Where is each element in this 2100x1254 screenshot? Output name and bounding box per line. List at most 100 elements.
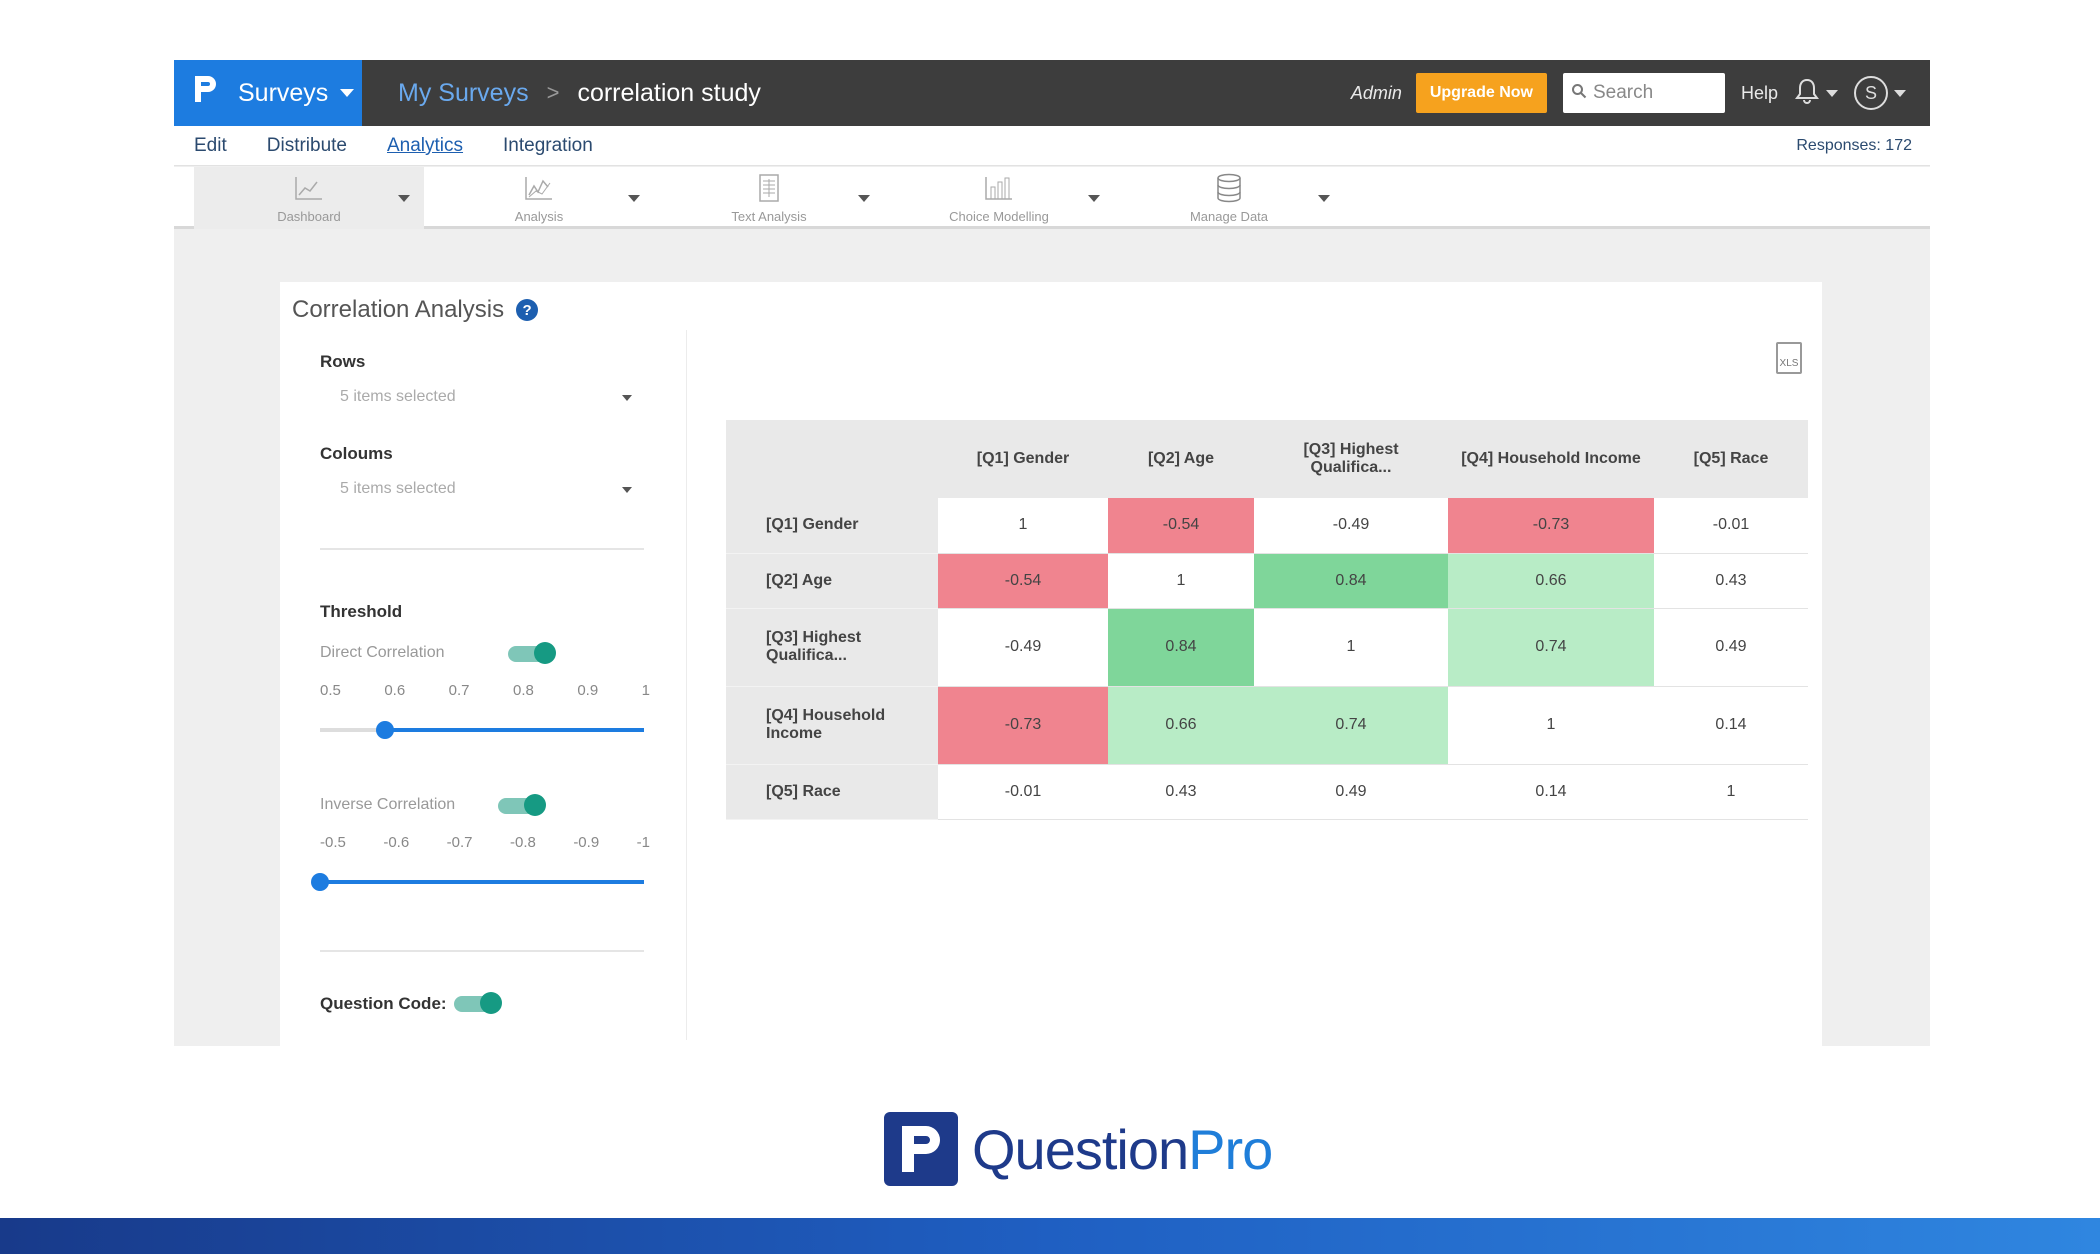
tick-label: 0.8 [512, 682, 534, 699]
matrix-cell: 1 [938, 498, 1108, 554]
row-header: [Q3] Highest Qualifica... [726, 608, 938, 687]
row-header: [Q5] Race [726, 764, 938, 820]
upgrade-now-button[interactable]: Upgrade Now [1415, 73, 1547, 113]
chevron-down-icon[interactable] [1088, 195, 1100, 202]
tick-label: -1 [636, 834, 650, 851]
question-code-toggle[interactable] [454, 992, 502, 1014]
chevron-down-icon[interactable] [1318, 195, 1330, 202]
tool-manage-data[interactable]: Manage Data [1114, 167, 1344, 229]
nav-distribute[interactable]: Distribute [266, 135, 347, 156]
inverse-ticks: -0.5 -0.6 -0.7 -0.8 -0.9 -1 [320, 834, 650, 851]
tool-label: Dashboard [277, 209, 341, 224]
panel-title-text: Correlation Analysis [292, 296, 505, 323]
top-right-controls: Admin Upgrade Now Search Help S [1351, 60, 1906, 126]
direct-ticks: 0.5 0.6 0.7 0.8 0.9 1 [320, 682, 650, 699]
threshold-label: Threshold [320, 602, 403, 621]
questionpro-p-icon [192, 74, 222, 112]
matrix-cell: -0.73 [1448, 498, 1654, 554]
matrix-cell: -0.49 [1254, 498, 1448, 554]
bar-chart-icon [983, 173, 1015, 203]
chevron-down-icon[interactable] [398, 195, 410, 202]
top-bar: Surveys My Surveys > correlation study A… [174, 60, 1930, 126]
matrix-cell: 0.43 [1108, 764, 1254, 820]
chevron-down-icon[interactable] [1894, 89, 1906, 97]
table-row: [Q3] Highest Qualifica... -0.49 0.84 1 0… [726, 608, 1808, 687]
chevron-down-icon[interactable] [1826, 89, 1838, 97]
help-link[interactable]: Help [1740, 82, 1778, 103]
tool-analysis[interactable]: Analysis [424, 167, 654, 229]
columns-dropdown-value: 5 items selected [340, 480, 456, 497]
profile-avatar[interactable]: S [1854, 76, 1888, 110]
slider-fill [320, 880, 644, 884]
columns-dropdown[interactable]: 5 items selected [340, 474, 640, 504]
notification-bell-icon[interactable] [1794, 77, 1820, 110]
chevron-down-icon[interactable] [628, 195, 640, 202]
tool-label: Text Analysis [731, 209, 807, 224]
nav-integration[interactable]: Integration [503, 135, 593, 156]
matrix-cell: 0.84 [1108, 608, 1254, 687]
table-row: [Q5] Race -0.01 0.43 0.49 0.14 1 [726, 764, 1808, 820]
inverse-correlation-toggle[interactable] [498, 794, 546, 816]
table-row: [Q1] Gender 1 -0.54 -0.49 -0.73 -0.01 [726, 498, 1808, 554]
matrix-cell: 0.49 [1254, 764, 1448, 820]
matrix-cell: 0.66 [1448, 553, 1654, 609]
app-screenshot: Surveys My Surveys > correlation study A… [174, 60, 1930, 1046]
breadcrumb-my-surveys[interactable]: My Surveys [398, 78, 529, 107]
logo-wordmark: QuestionPro [972, 1117, 1273, 1182]
database-icon [1213, 173, 1245, 203]
tool-choice-modelling[interactable]: Choice Modelling [884, 167, 1114, 229]
nav-analytics[interactable]: Analytics [387, 135, 464, 156]
rows-dropdown-value: 5 items selected [340, 388, 456, 405]
surveys-menu[interactable]: Surveys [174, 60, 362, 126]
direct-correlation-slider[interactable] [320, 721, 644, 739]
search-icon [1571, 83, 1587, 104]
matrix-cell: 1 [1108, 553, 1254, 609]
table-row: [Q4] Household Income -0.73 0.66 0.74 1 … [726, 686, 1808, 765]
surveys-label: Surveys [238, 78, 329, 107]
row-header: [Q4] Household Income [726, 686, 938, 765]
corner-cell [726, 420, 938, 498]
columns-label: Coloums [320, 444, 393, 463]
column-header: [Q4] Household Income [1448, 420, 1654, 498]
questionpro-p-icon [884, 1112, 958, 1186]
tool-dashboard[interactable]: Dashboard [194, 167, 424, 229]
matrix-cell: 0.74 [1254, 686, 1448, 765]
inverse-correlation-slider[interactable] [311, 873, 644, 891]
matrix-cell: 0.84 [1254, 553, 1448, 609]
help-icon[interactable]: ? [516, 299, 539, 321]
chevron-down-icon [622, 487, 632, 493]
tick-label: 0.7 [448, 682, 470, 699]
tool-text-analysis[interactable]: Text Analysis [654, 167, 884, 229]
chevron-down-icon[interactable] [858, 195, 870, 202]
line-chart-icon [293, 173, 325, 203]
section-divider [320, 950, 644, 952]
column-header: [Q1] Gender [938, 420, 1108, 498]
tool-label: Analysis [514, 209, 564, 224]
tick-label: -0.7 [446, 834, 473, 851]
rows-dropdown[interactable]: 5 items selected [340, 382, 640, 412]
matrix-cell: 1 [1448, 686, 1654, 765]
slider-thumb[interactable] [311, 873, 329, 891]
table-row: [Q2] Age -0.54 1 0.84 0.66 0.43 [726, 553, 1808, 609]
chevron-down-icon [340, 89, 355, 97]
search-input[interactable]: Search [1562, 73, 1725, 113]
inverse-correlation-label: Inverse Correlation [320, 796, 456, 813]
matrix-cell: 0.49 [1654, 608, 1808, 687]
export-xls-icon[interactable]: XLS [1776, 342, 1802, 374]
slider-thumb[interactable] [375, 721, 394, 739]
breadcrumb-current: correlation study [577, 78, 761, 107]
toggle-knob [524, 794, 546, 816]
correlation-panel: Correlation Analysis ? Rows 5 items sele… [280, 282, 1822, 1046]
tick-label: 1 [641, 682, 650, 699]
analytics-toolbar: Dashboard Analysis Text Analysis Choice … [174, 167, 1930, 229]
direct-correlation-toggle[interactable] [508, 642, 556, 664]
questionpro-logo: QuestionPro [884, 1112, 1273, 1186]
matrix-cell: -0.01 [938, 764, 1108, 820]
tool-label: Manage Data [1189, 209, 1269, 224]
nav-edit[interactable]: Edit [194, 135, 227, 156]
slider-fill [384, 728, 644, 732]
tick-label: 0.5 [320, 682, 341, 699]
responses-count: Responses: 172 [1796, 137, 1912, 154]
page-title: Correlation Analysis ? [292, 296, 539, 324]
tick-label: -0.9 [573, 834, 600, 851]
